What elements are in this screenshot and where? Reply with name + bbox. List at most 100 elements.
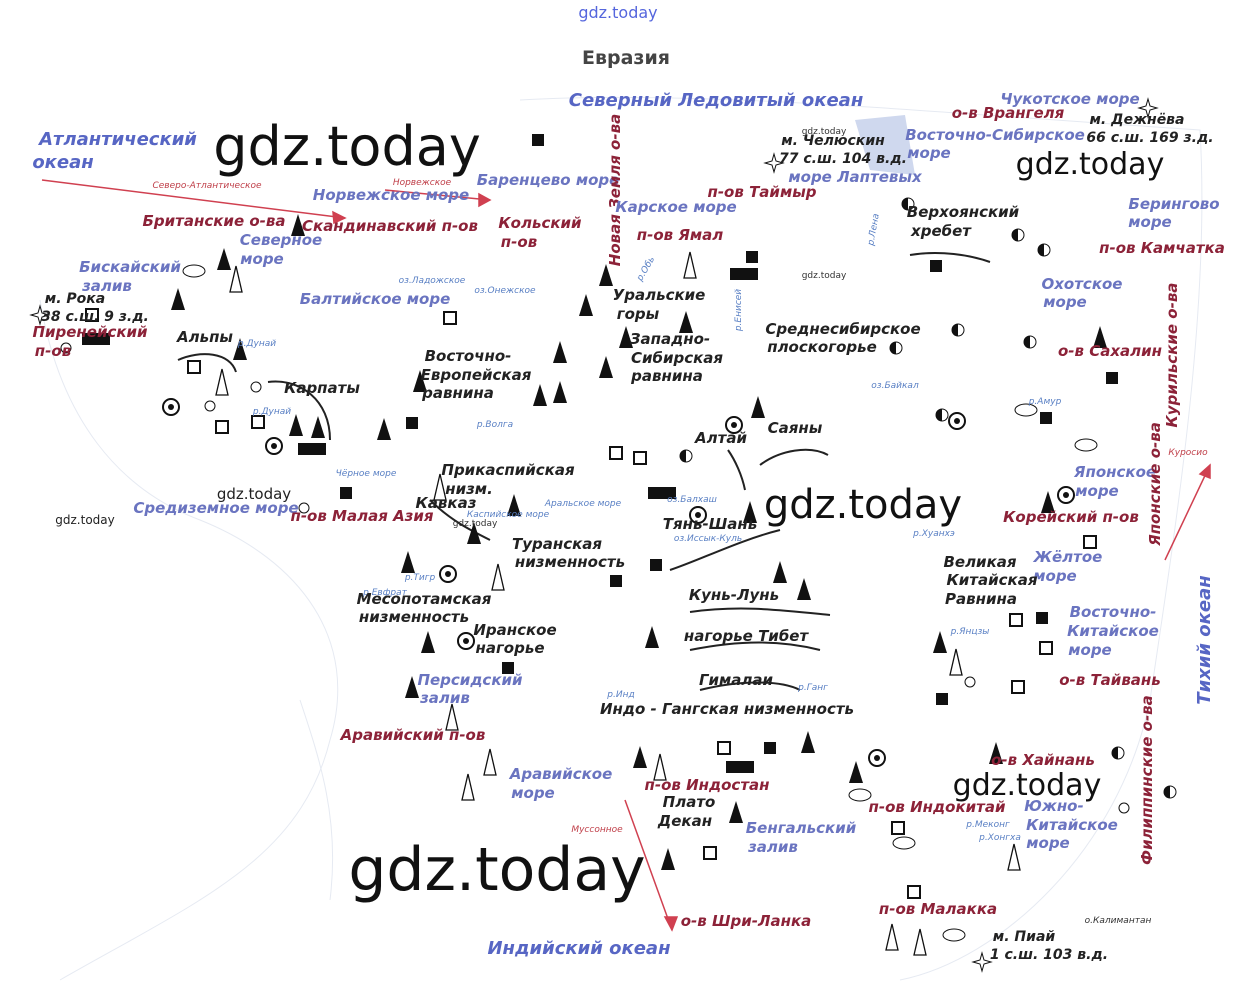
map-label: море: [1043, 293, 1086, 311]
half-circle-fill: [952, 324, 958, 336]
map-label: Европейская: [421, 366, 532, 384]
map-label: Декан: [657, 812, 712, 830]
ore-symbol: [610, 575, 622, 587]
map-label: нагорье Тибет: [684, 627, 810, 645]
coal-symbol: [730, 268, 758, 280]
open-square-symbol: [609, 446, 623, 460]
open-square-symbol: [85, 308, 99, 322]
watermark: gdz.today: [578, 3, 657, 22]
map-label: Британские о-ва: [143, 212, 286, 230]
map-label: м. Дежнёва: [1089, 112, 1184, 128]
map-label: Баренцево море: [477, 171, 620, 189]
watermark: gdz.today: [453, 519, 498, 529]
map-label: море: [511, 784, 554, 802]
map-label: Каспийское море: [467, 510, 550, 520]
map-label: плоскогорье: [767, 338, 877, 356]
mountain-symbol: [679, 311, 693, 333]
map-label: горы: [617, 305, 660, 323]
open-square-symbol: [443, 311, 457, 325]
oil-symbol: [483, 748, 497, 776]
map-label: Чёрное море: [336, 469, 397, 479]
ore-symbol: [406, 417, 418, 429]
map-label: Муссонное: [571, 825, 623, 835]
ellipse-symbol: [1074, 438, 1098, 452]
map-label: Скандинавский п-ов: [302, 217, 478, 235]
map-label: Аральское море: [544, 499, 622, 509]
mountain-symbol: [729, 801, 743, 823]
map-label: р.Хонгха: [978, 833, 1021, 843]
map-label: Восточно-Сибирское: [905, 126, 1085, 144]
ore-symbol: [764, 742, 776, 754]
map-label: Охотское: [1042, 275, 1123, 293]
uranium-core: [463, 638, 469, 644]
circle-symbol: [1118, 802, 1130, 814]
map-label: Альпы: [176, 328, 233, 346]
map-label: Карское море: [615, 198, 736, 216]
coal-symbol: [648, 487, 676, 499]
mountain-symbol: [797, 578, 811, 600]
ore-symbol: [930, 260, 942, 272]
map-label: океан: [32, 152, 93, 173]
oil-symbol: [683, 251, 697, 279]
open-square-symbol: [703, 846, 717, 860]
uranium-core: [695, 512, 701, 518]
ore-symbol: [340, 487, 352, 499]
map-label: м. Рока: [45, 291, 105, 307]
ellipse-symbol: [1014, 403, 1038, 417]
map-label: Иранское: [473, 621, 556, 639]
map-label: Туранская: [512, 535, 602, 553]
half-circle-fill: [1012, 229, 1018, 241]
ore-symbol: [746, 251, 758, 263]
oil-symbol: [949, 648, 963, 676]
watermark: gdz.today: [953, 768, 1102, 803]
map-label: Корейский п-ов: [1003, 508, 1139, 526]
open-square-symbol: [187, 360, 201, 374]
ellipse-symbol: [892, 836, 916, 850]
mountain-symbol: [311, 416, 325, 438]
map-label: оз.Иссык-Куль: [674, 534, 742, 544]
map-label: р.Ганг: [797, 683, 828, 693]
mountain-symbol: [553, 341, 567, 363]
map-label: Северное: [240, 231, 322, 249]
map-label: Японские о-ва: [1146, 422, 1164, 547]
map-label: Курильские о-ва: [1163, 283, 1181, 428]
watermark: gdz.today: [217, 485, 291, 503]
map-label: Кунь-Лунь: [689, 586, 779, 604]
uranium-core: [954, 418, 960, 424]
uranium-symbol: [868, 749, 886, 767]
mountain-symbol: [1041, 491, 1055, 513]
open-square-symbol: [891, 821, 905, 835]
watermark: gdz.today: [1016, 147, 1165, 182]
circle-symbol: [298, 502, 310, 514]
map-label: Месопотамская: [357, 590, 492, 608]
open-square-symbol: [1039, 641, 1053, 655]
map-label: оз.Ладожское: [399, 276, 466, 286]
uranium-symbol: [162, 398, 180, 416]
open-square-symbol: [633, 451, 647, 465]
half-circle-fill: [1038, 244, 1044, 256]
map-label: 66 с.ш. 169 з.д.: [1086, 130, 1213, 146]
symbols: [29, 97, 1177, 973]
open-square-symbol: [907, 885, 921, 899]
uranium-core: [874, 755, 880, 761]
mountain-symbol: [421, 631, 435, 653]
ore-symbol: [1040, 412, 1052, 424]
uranium-core: [168, 404, 174, 410]
map-label: р.Волга: [476, 420, 513, 430]
map-label: р.Инд: [606, 690, 634, 700]
map-label: 38 с.ш. 9 з.д.: [41, 309, 149, 325]
mountain-symbol: [743, 501, 757, 523]
mountain-symbol: [533, 384, 547, 406]
ore-symbol: [650, 559, 662, 571]
oil-symbol: [433, 473, 447, 501]
map-label: равнина: [630, 367, 703, 385]
half-circle-fill: [1164, 786, 1170, 798]
uranium-symbol: [689, 506, 707, 524]
map-label: Уральские: [613, 286, 706, 304]
map-label: п-ов: [501, 233, 537, 251]
open-square-symbol: [1011, 680, 1025, 694]
map-label: оз.Онежское: [474, 286, 536, 296]
map-title: Евразия: [582, 47, 670, 69]
map-label: п-ов: [35, 342, 71, 360]
oil-symbol: [445, 703, 459, 731]
